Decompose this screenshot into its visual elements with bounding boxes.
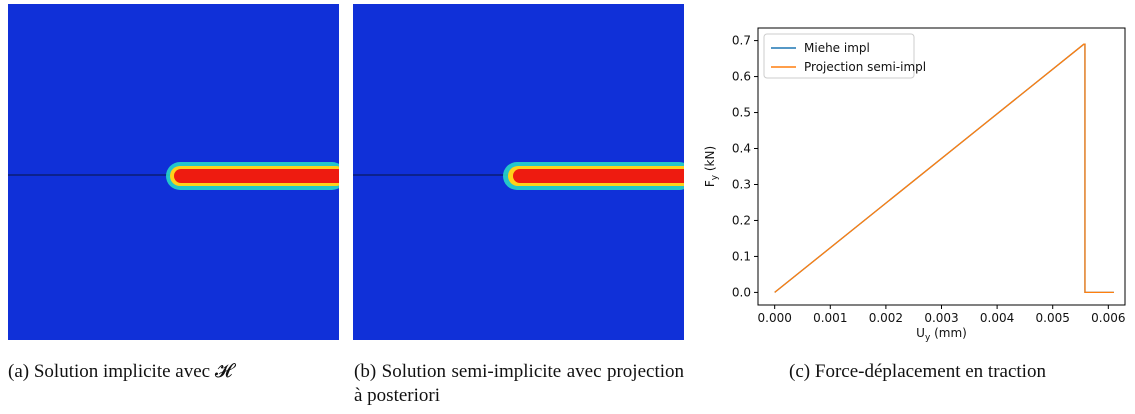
caption-a-label: (a) — [8, 361, 30, 382]
phase-field-image-b — [353, 4, 684, 340]
y-tick-label: 0.2 — [732, 213, 751, 227]
plot-area-frame — [757, 27, 1126, 306]
caption-c-label: (c) — [789, 361, 811, 382]
phase-field-plot-implicit — [8, 4, 339, 340]
caption-b-label: (b) — [354, 361, 377, 382]
caption-a: (a) Solution implicite avec 𝓗 — [8, 360, 344, 384]
x-tick-label: 0.003 — [924, 311, 958, 325]
legend-label-miehe: Miehe impl — [804, 41, 870, 55]
series-line-miehe — [774, 43, 1114, 294]
y-axis-label: Fy (kN) — [703, 146, 720, 187]
y-tick-label: 0.4 — [732, 142, 751, 156]
x-tick-label: 0.004 — [980, 311, 1014, 325]
x-tick-label: 0.005 — [1036, 311, 1070, 325]
legend-label-projection: Projection semi-impl — [804, 60, 926, 74]
series-line-projection — [774, 43, 1114, 294]
caption-c-text: Force-déplacement en traction — [814, 361, 1046, 382]
legend-box — [763, 33, 915, 79]
force-displacement-chart: 0.000 0.001 0.002 0.003 0.004 0.005 0.006 0.0 0.… — [700, 0, 1135, 350]
y-tick-label: 0.3 — [732, 177, 751, 191]
phase-field-plot-semi-implicit — [353, 4, 684, 340]
caption-c: (c) Force-déplacement en traction — [700, 360, 1135, 384]
x-axis-label: Uy (mm) — [916, 326, 967, 343]
y-tick-label: 0.7 — [732, 34, 751, 48]
y-tick-label: 0.6 — [732, 70, 751, 84]
damage-crack-core — [174, 169, 339, 183]
legend: Miehe impl Projection semi-impl — [763, 33, 926, 79]
y-tick-label: 0.0 — [732, 285, 751, 299]
x-tick-label: 0.000 — [758, 311, 792, 325]
caption-a-text: Solution implicite avec 𝓗 — [33, 361, 232, 382]
chart-svg: 0.000 0.001 0.002 0.003 0.004 0.005 0.006 0.0 0.… — [703, 27, 1126, 343]
x-tick-label: 0.002 — [869, 311, 903, 325]
caption-b-text: Solution semi-implicite avec projection … — [354, 361, 685, 406]
y-tick-label: 0.1 — [732, 249, 751, 263]
phase-field-image-a — [8, 4, 339, 340]
x-tick-label: 0.001 — [813, 311, 847, 325]
x-tick-label: 0.006 — [1091, 311, 1125, 325]
damage-crack-core — [513, 169, 684, 183]
caption-b: (b) Solution semi-implicite avec project… — [354, 360, 684, 408]
y-tick-label: 0.5 — [732, 106, 751, 120]
